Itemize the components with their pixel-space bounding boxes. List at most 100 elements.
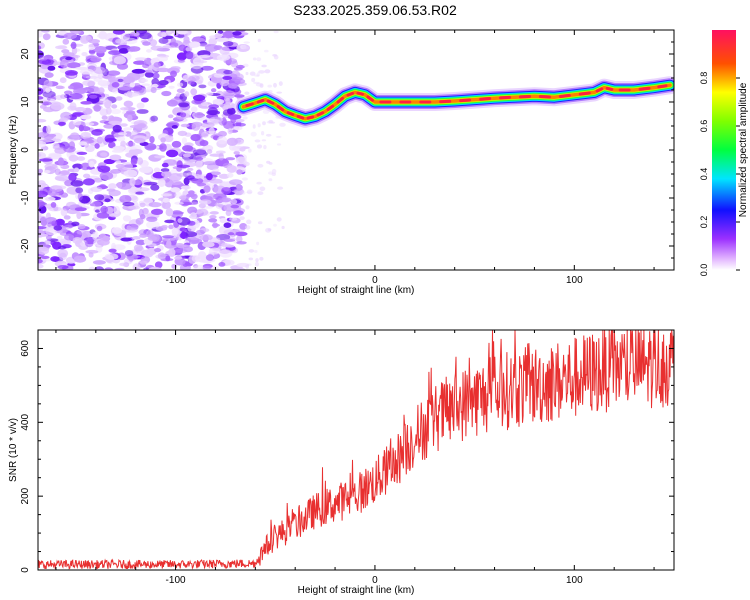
ridge-peak xyxy=(366,95,374,102)
bottom-xlabel: Height of straight line (km) xyxy=(298,585,415,596)
noise-blob xyxy=(62,38,70,45)
noise-blob xyxy=(222,109,233,116)
noise-blob xyxy=(106,70,121,76)
noise-blob xyxy=(129,146,137,150)
noise-blob xyxy=(154,261,163,269)
noise-blob xyxy=(208,104,220,109)
noise-blob xyxy=(147,236,158,241)
noise-blob xyxy=(142,41,151,46)
noise-blob xyxy=(133,124,146,129)
colorbar-tick-label: 0.2 xyxy=(699,216,709,229)
noise-blob xyxy=(177,33,185,39)
noise-blob xyxy=(58,121,66,126)
noise-blob xyxy=(51,220,58,227)
noise-blob xyxy=(254,139,261,143)
noise-blob xyxy=(243,63,249,68)
bottom-ylabel: SNR (10 * v/v) xyxy=(8,418,19,482)
noise-blob xyxy=(64,233,75,241)
noise-blob xyxy=(94,143,100,149)
noise-blob xyxy=(202,241,215,248)
noise-blob xyxy=(47,65,56,71)
ridge-peak xyxy=(459,98,472,103)
noise-blob xyxy=(186,172,197,177)
noise-blob xyxy=(218,173,230,179)
noise-blob xyxy=(187,220,196,226)
noise-blob xyxy=(118,48,129,54)
noise-blob xyxy=(120,107,129,111)
ridge-peak xyxy=(538,95,551,99)
noise-blob xyxy=(229,179,243,186)
noise-blob xyxy=(92,231,98,241)
noise-blob xyxy=(183,36,190,44)
noise-blob xyxy=(117,78,124,83)
ridge-peak xyxy=(276,105,285,112)
noise-blob xyxy=(178,44,187,52)
noise-blob xyxy=(63,32,77,40)
noise-blob xyxy=(57,246,67,250)
noise-blob xyxy=(75,66,89,70)
noise-blob xyxy=(90,186,103,193)
x-tick-label: -100 xyxy=(166,275,186,286)
noise-blob xyxy=(270,121,276,124)
noise-blob xyxy=(150,115,158,122)
noise-blob xyxy=(115,96,123,101)
noise-blob xyxy=(72,54,81,58)
noise-blob xyxy=(80,162,91,171)
noise-blob xyxy=(231,199,238,205)
noise-blob xyxy=(161,90,172,97)
noise-blob xyxy=(165,208,174,217)
noise-blob xyxy=(63,145,76,153)
noise-blob xyxy=(261,139,267,142)
noise-blob xyxy=(276,217,282,222)
noise-blob xyxy=(180,123,190,128)
noise-blob xyxy=(190,134,201,142)
noise-blob xyxy=(200,65,214,71)
noise-blob xyxy=(116,136,126,142)
noise-blob xyxy=(111,104,118,109)
noise-blob xyxy=(217,197,232,203)
noise-blob xyxy=(123,100,134,108)
noise-blob xyxy=(198,199,212,205)
noise-blob xyxy=(254,74,260,77)
noise-blob xyxy=(104,100,112,109)
noise-blob xyxy=(70,132,80,139)
noise-blob xyxy=(212,98,225,105)
noise-blob xyxy=(277,143,282,146)
noise-blob xyxy=(143,181,158,186)
noise-blob xyxy=(38,200,45,208)
noise-blob xyxy=(114,267,125,270)
noise-blob xyxy=(194,156,204,161)
noise-blob xyxy=(170,180,182,186)
noise-blob xyxy=(41,101,52,106)
noise-blob xyxy=(43,79,53,89)
noise-blob xyxy=(223,41,234,47)
noise-blob xyxy=(228,114,242,120)
noise-blob xyxy=(148,202,162,208)
noise-blob xyxy=(239,147,246,152)
noise-blob xyxy=(83,173,91,179)
noise-blob xyxy=(112,244,126,251)
noise-blob xyxy=(100,205,108,214)
noise-blob xyxy=(115,160,122,165)
noise-blob xyxy=(151,78,160,86)
noise-blob xyxy=(261,131,265,136)
noise-blob xyxy=(38,246,50,255)
noise-blob xyxy=(56,235,63,240)
noise-blob xyxy=(206,110,220,116)
noise-blob xyxy=(171,228,179,236)
noise-blob xyxy=(80,131,92,139)
noise-blob xyxy=(138,229,149,236)
y-tick-label: -20 xyxy=(20,238,31,253)
noise-blob xyxy=(132,236,141,240)
noise-blob xyxy=(277,186,284,190)
noise-blob xyxy=(144,143,157,151)
noise-blob xyxy=(135,191,145,195)
snr-panel: -100 0 100 0 200 400 600 Height of straight l… xyxy=(8,329,675,596)
noise-blob xyxy=(88,94,98,99)
noise-blob xyxy=(233,126,243,131)
noise-blob xyxy=(199,234,213,241)
noise-blob xyxy=(226,165,237,173)
noise-blob xyxy=(176,52,187,61)
noise-blob xyxy=(142,207,149,215)
noise-blob xyxy=(167,114,174,119)
